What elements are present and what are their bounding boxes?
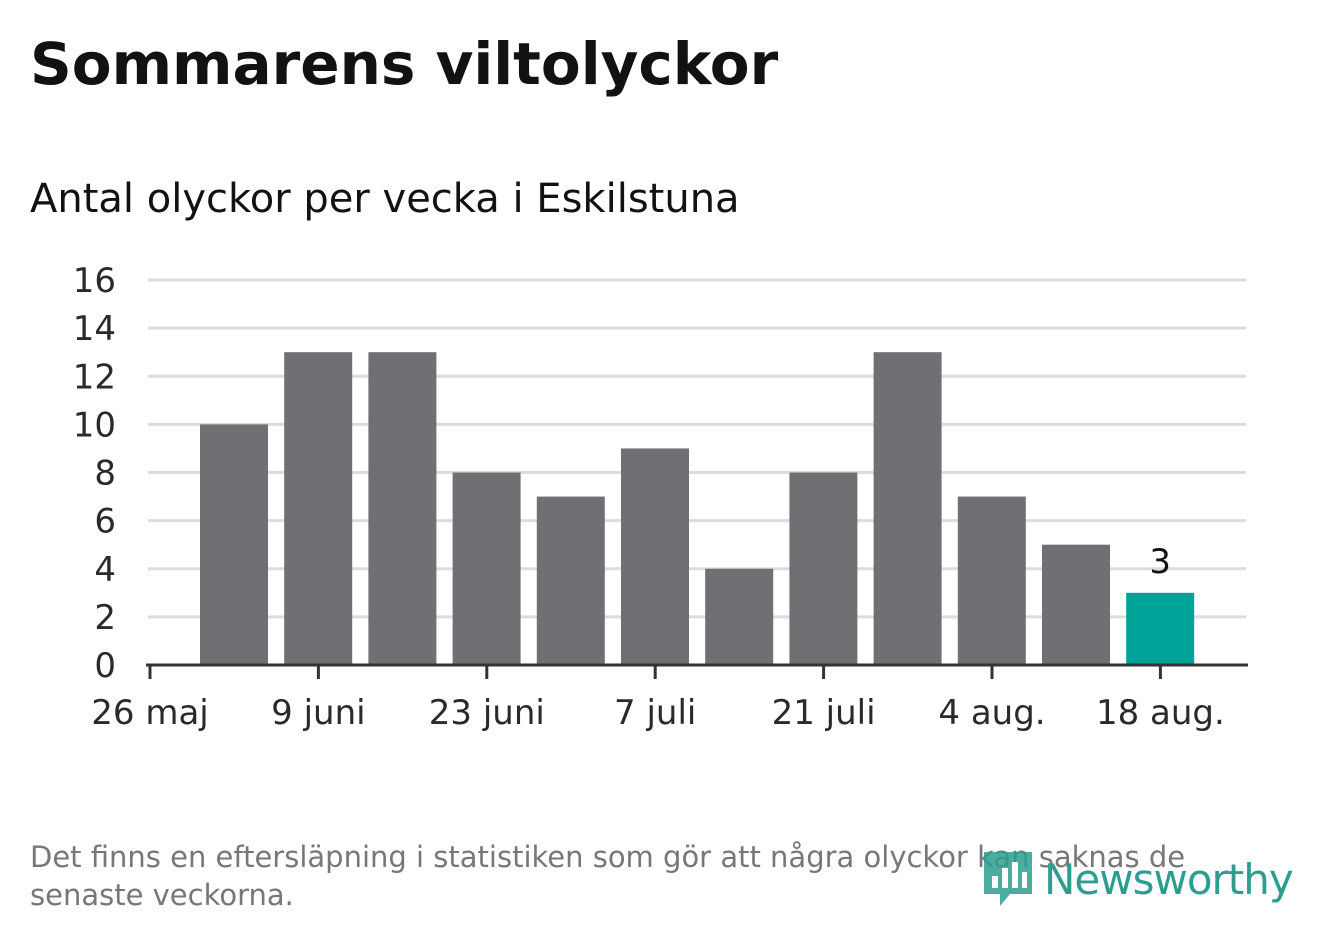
newsworthy-logo: Newsworthy — [980, 848, 1294, 910]
chart-title: Sommarens viltolyckor — [30, 30, 779, 98]
bar — [1042, 544, 1110, 665]
x-tick-label: 9 juni — [271, 693, 365, 733]
y-tick-label: 0 — [94, 646, 116, 686]
y-tick-label: 4 — [94, 550, 116, 590]
bar — [957, 496, 1026, 665]
bar-value-label: 3 — [1149, 542, 1171, 582]
newsworthy-bar-chart-icon — [984, 852, 1032, 906]
bar — [536, 496, 605, 665]
y-tick-label: 16 — [73, 261, 116, 301]
bar — [368, 352, 437, 665]
bar — [452, 472, 521, 665]
bar — [705, 568, 774, 665]
bar — [789, 472, 858, 665]
bar — [284, 352, 353, 665]
y-tick-label: 2 — [94, 598, 116, 638]
y-tick-label: 12 — [73, 357, 116, 397]
bar — [200, 424, 268, 665]
x-tick-label: 18 aug. — [1096, 693, 1225, 733]
bar-labels: 3 — [1149, 542, 1171, 582]
chart-subtitle: Antal olyckor per vecka i Eskilstuna — [30, 176, 740, 222]
x-tick-label: 4 aug. — [938, 693, 1045, 733]
bar — [621, 448, 689, 665]
bar-highlighted — [1126, 592, 1195, 665]
x-tick-label: 26 maj — [91, 693, 208, 733]
x-tick-label: 23 juni — [429, 693, 545, 733]
y-tick-label: 10 — [73, 405, 116, 445]
bar — [873, 352, 942, 665]
y-tick-label: 14 — [73, 309, 116, 349]
newsworthy-logo-text: Newsworthy — [1044, 854, 1294, 904]
y-tick-label: 8 — [94, 454, 116, 494]
x-tick-label: 7 juli — [614, 693, 696, 733]
y-axis-ticks: 0 2 4 6 8 10 12 14 16 — [73, 261, 116, 686]
x-tick-label: 21 juli — [772, 693, 876, 733]
y-tick-label: 6 — [94, 502, 116, 542]
bars — [200, 352, 1195, 665]
x-axis-ticks: 26 maj 9 juni 23 juni 7 juli 21 juli 4 aug. 18… — [91, 665, 1225, 733]
